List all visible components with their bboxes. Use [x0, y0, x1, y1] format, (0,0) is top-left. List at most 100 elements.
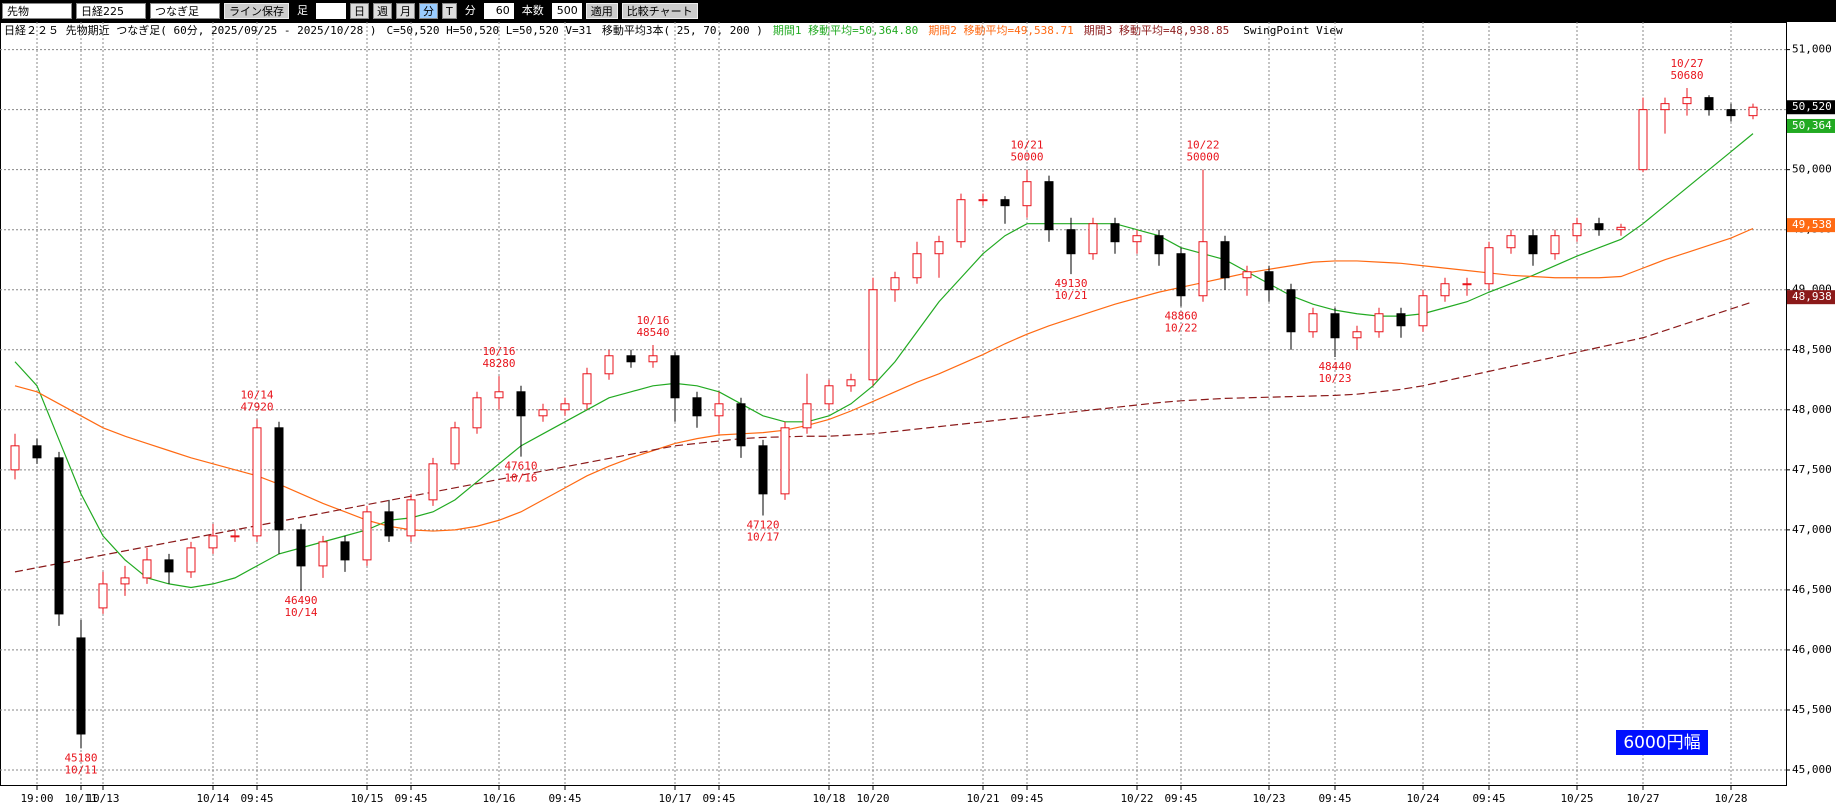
y-tick-label: 47,500 [1792, 463, 1832, 476]
candle-body [714, 403, 724, 417]
x-tick-label: 10/16 [482, 792, 515, 805]
x-tick-label: 09:45 [240, 792, 273, 805]
candle-body [318, 541, 328, 567]
candle-body [76, 637, 86, 735]
candle-body [1264, 271, 1274, 291]
candle-body [824, 385, 834, 405]
price-tag [1787, 118, 1835, 133]
candle-body [120, 577, 130, 585]
bar-input[interactable] [316, 3, 346, 19]
x-tick-label: 10/25 [1560, 792, 1593, 805]
candle-body [1044, 181, 1054, 231]
candle-body [494, 391, 504, 399]
annotation-price: 45180 [64, 751, 97, 764]
candle-body [890, 277, 900, 291]
unit-label: 分 [464, 4, 476, 17]
apply-button[interactable]: 適用 [585, 3, 618, 19]
candle-body [582, 373, 592, 405]
candle-body [1286, 289, 1296, 333]
period-tab[interactable]: 週 [373, 3, 392, 19]
period-tab[interactable]: 日 [350, 3, 369, 19]
candle-body [956, 199, 966, 243]
x-tick-label: 10/21 [966, 792, 999, 805]
candle-body [98, 583, 108, 609]
candle-body [472, 397, 482, 429]
candle-body [1462, 283, 1472, 286]
candle-body [450, 427, 460, 465]
y-tick-label: 45,500 [1792, 703, 1832, 716]
y-tick-label: 46,000 [1792, 643, 1832, 656]
annotation-date: 10/22 [1186, 139, 1219, 152]
price-tag-label: 48,938 [1792, 290, 1832, 303]
y-tick-label: 50,000 [1792, 163, 1832, 176]
x-tick-label: 10/24 [1406, 792, 1439, 805]
candle-body [186, 547, 196, 573]
candle-body [670, 355, 680, 399]
candle-body [296, 529, 306, 567]
annotation-price: 48860 [1164, 310, 1197, 323]
period-tab[interactable]: 分 [419, 3, 438, 19]
annotation-price: 47120 [746, 518, 779, 531]
candle-body [846, 379, 856, 387]
annotation-price: 48280 [482, 357, 515, 370]
x-tick-label: 09:45 [1472, 792, 1505, 805]
y-tick-label: 48,000 [1792, 403, 1832, 416]
x-tick-label: 09:45 [702, 792, 735, 805]
candle-body [538, 409, 548, 417]
candle-body [560, 403, 570, 411]
period-tab[interactable]: T [442, 3, 457, 19]
annotation-date: 10/21 [1054, 289, 1087, 302]
ma-settings: 移動平均3本( 25, 70, 200 ) [602, 23, 763, 37]
plot-border [0, 22, 1787, 786]
price-tag-label: 50,520 [1792, 100, 1832, 113]
y-tick-label: 45,000 [1792, 763, 1832, 776]
interval-input[interactable]: 60 [483, 3, 514, 19]
market-select[interactable]: 先物 [2, 3, 72, 19]
candle-body [10, 445, 20, 471]
annotation-date: 10/27 [1670, 57, 1703, 70]
candle-body [780, 427, 790, 495]
candle-body [164, 559, 174, 573]
annotation-date: 10/14 [284, 606, 317, 619]
candle-body [912, 253, 922, 279]
period-tab[interactable]: 月 [396, 3, 415, 19]
annotation-price: 50680 [1670, 69, 1703, 82]
candle-body [1418, 295, 1428, 327]
annotation-price: 49130 [1054, 277, 1087, 290]
candle-body [252, 427, 262, 537]
annotation-date: 10/21 [1010, 139, 1043, 152]
annotation-price: 48440 [1318, 360, 1351, 373]
candle-body [1396, 313, 1406, 327]
save-button[interactable]: ライン保存 [224, 3, 289, 19]
annotation-date: 10/16 [636, 314, 669, 327]
candle-body [1352, 331, 1362, 339]
ma-line [14, 301, 1754, 573]
bar-type-select[interactable]: つなぎ足 [150, 3, 220, 19]
index-select[interactable]: 日経225 [76, 3, 146, 19]
annotation-price: 46490 [284, 594, 317, 607]
x-tick-label: 10/11 [64, 792, 97, 805]
y-tick-label: 48,500 [1792, 343, 1832, 356]
candle-body [1440, 283, 1450, 297]
count-input[interactable]: 500 [551, 3, 582, 19]
legend-entry: 期間3 移動平均=48,938.85 [1084, 23, 1229, 37]
x-tick-label: 09:45 [394, 792, 427, 805]
candle-body [142, 559, 152, 579]
info-line: 日経２２５ 先物期近 つなぎ足( 60分, 2025/09/25 - 2025/… [4, 23, 1343, 37]
annotation-date: 10/23 [1318, 372, 1351, 385]
candle-body [648, 355, 658, 363]
annotation-price: 47920 [240, 400, 273, 413]
toolbar: 先物 日経225 つなぎ足 ライン保存 足 日 週 月 分 T 分 60 本数 … [0, 0, 1836, 22]
candle-body [1594, 223, 1604, 231]
candle-body [604, 355, 614, 375]
candle-body [802, 403, 812, 429]
price-tag [1787, 218, 1835, 233]
candle-body [736, 403, 746, 447]
annotation-date: 10/11 [64, 763, 97, 776]
candle-body [1704, 97, 1714, 111]
legend-entry: 期間1 移動平均=50,364.80 [773, 23, 918, 37]
price-tag-label: 49,538 [1792, 218, 1832, 231]
compare-button[interactable]: 比較チャート [621, 3, 698, 19]
candle-body [1660, 103, 1670, 111]
